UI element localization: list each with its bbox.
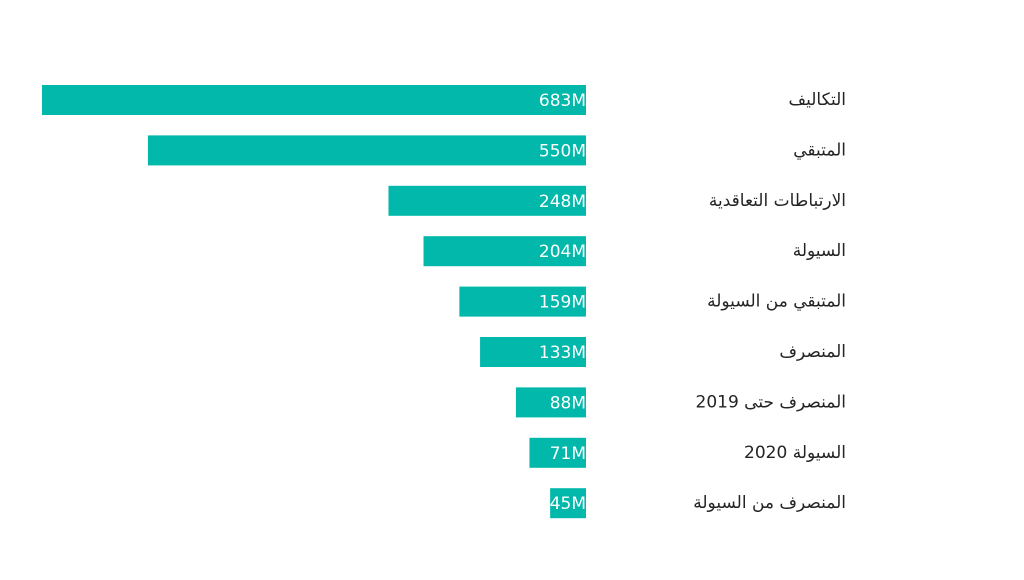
category-label: المنصرف من السيولة <box>693 493 846 513</box>
value-label: 45M <box>550 494 586 514</box>
bar <box>480 337 586 367</box>
bar <box>459 286 586 317</box>
category-label: الارتباطات التعاقدية <box>709 191 846 211</box>
category-label: المتبقي <box>793 140 846 160</box>
bar <box>388 185 586 216</box>
value-label: 133M <box>539 343 586 363</box>
category-label: السيولة <box>793 241 846 261</box>
bar <box>423 236 586 267</box>
bar <box>147 135 586 166</box>
value-label: 550M <box>539 141 586 161</box>
value-label: 71M <box>550 444 586 464</box>
bar <box>529 437 586 468</box>
bar <box>515 387 586 418</box>
category-label: المتبقي من السيولة <box>707 292 846 312</box>
value-label: 204M <box>539 242 586 262</box>
value-label: 88M <box>550 393 586 413</box>
value-label: 248M <box>539 192 586 212</box>
category-label: المنصرف حتى 2019 <box>696 392 847 412</box>
value-label: 683M <box>539 91 586 111</box>
category-label: التكاليف <box>788 90 846 110</box>
bar <box>42 85 586 115</box>
category-label: السيولة 2020 <box>744 443 846 463</box>
bar <box>550 488 586 519</box>
value-label: 159M <box>539 293 586 313</box>
category-label: المنصرف <box>779 342 846 362</box>
